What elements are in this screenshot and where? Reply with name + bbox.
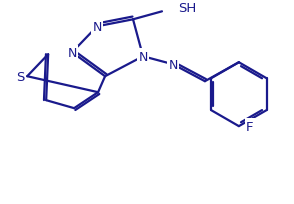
Text: F: F bbox=[246, 120, 253, 133]
Text: SH: SH bbox=[178, 2, 196, 15]
Text: N: N bbox=[92, 21, 102, 34]
Text: N: N bbox=[67, 47, 77, 59]
Text: S: S bbox=[16, 70, 24, 83]
Text: N: N bbox=[138, 51, 148, 63]
Text: N: N bbox=[168, 58, 178, 71]
